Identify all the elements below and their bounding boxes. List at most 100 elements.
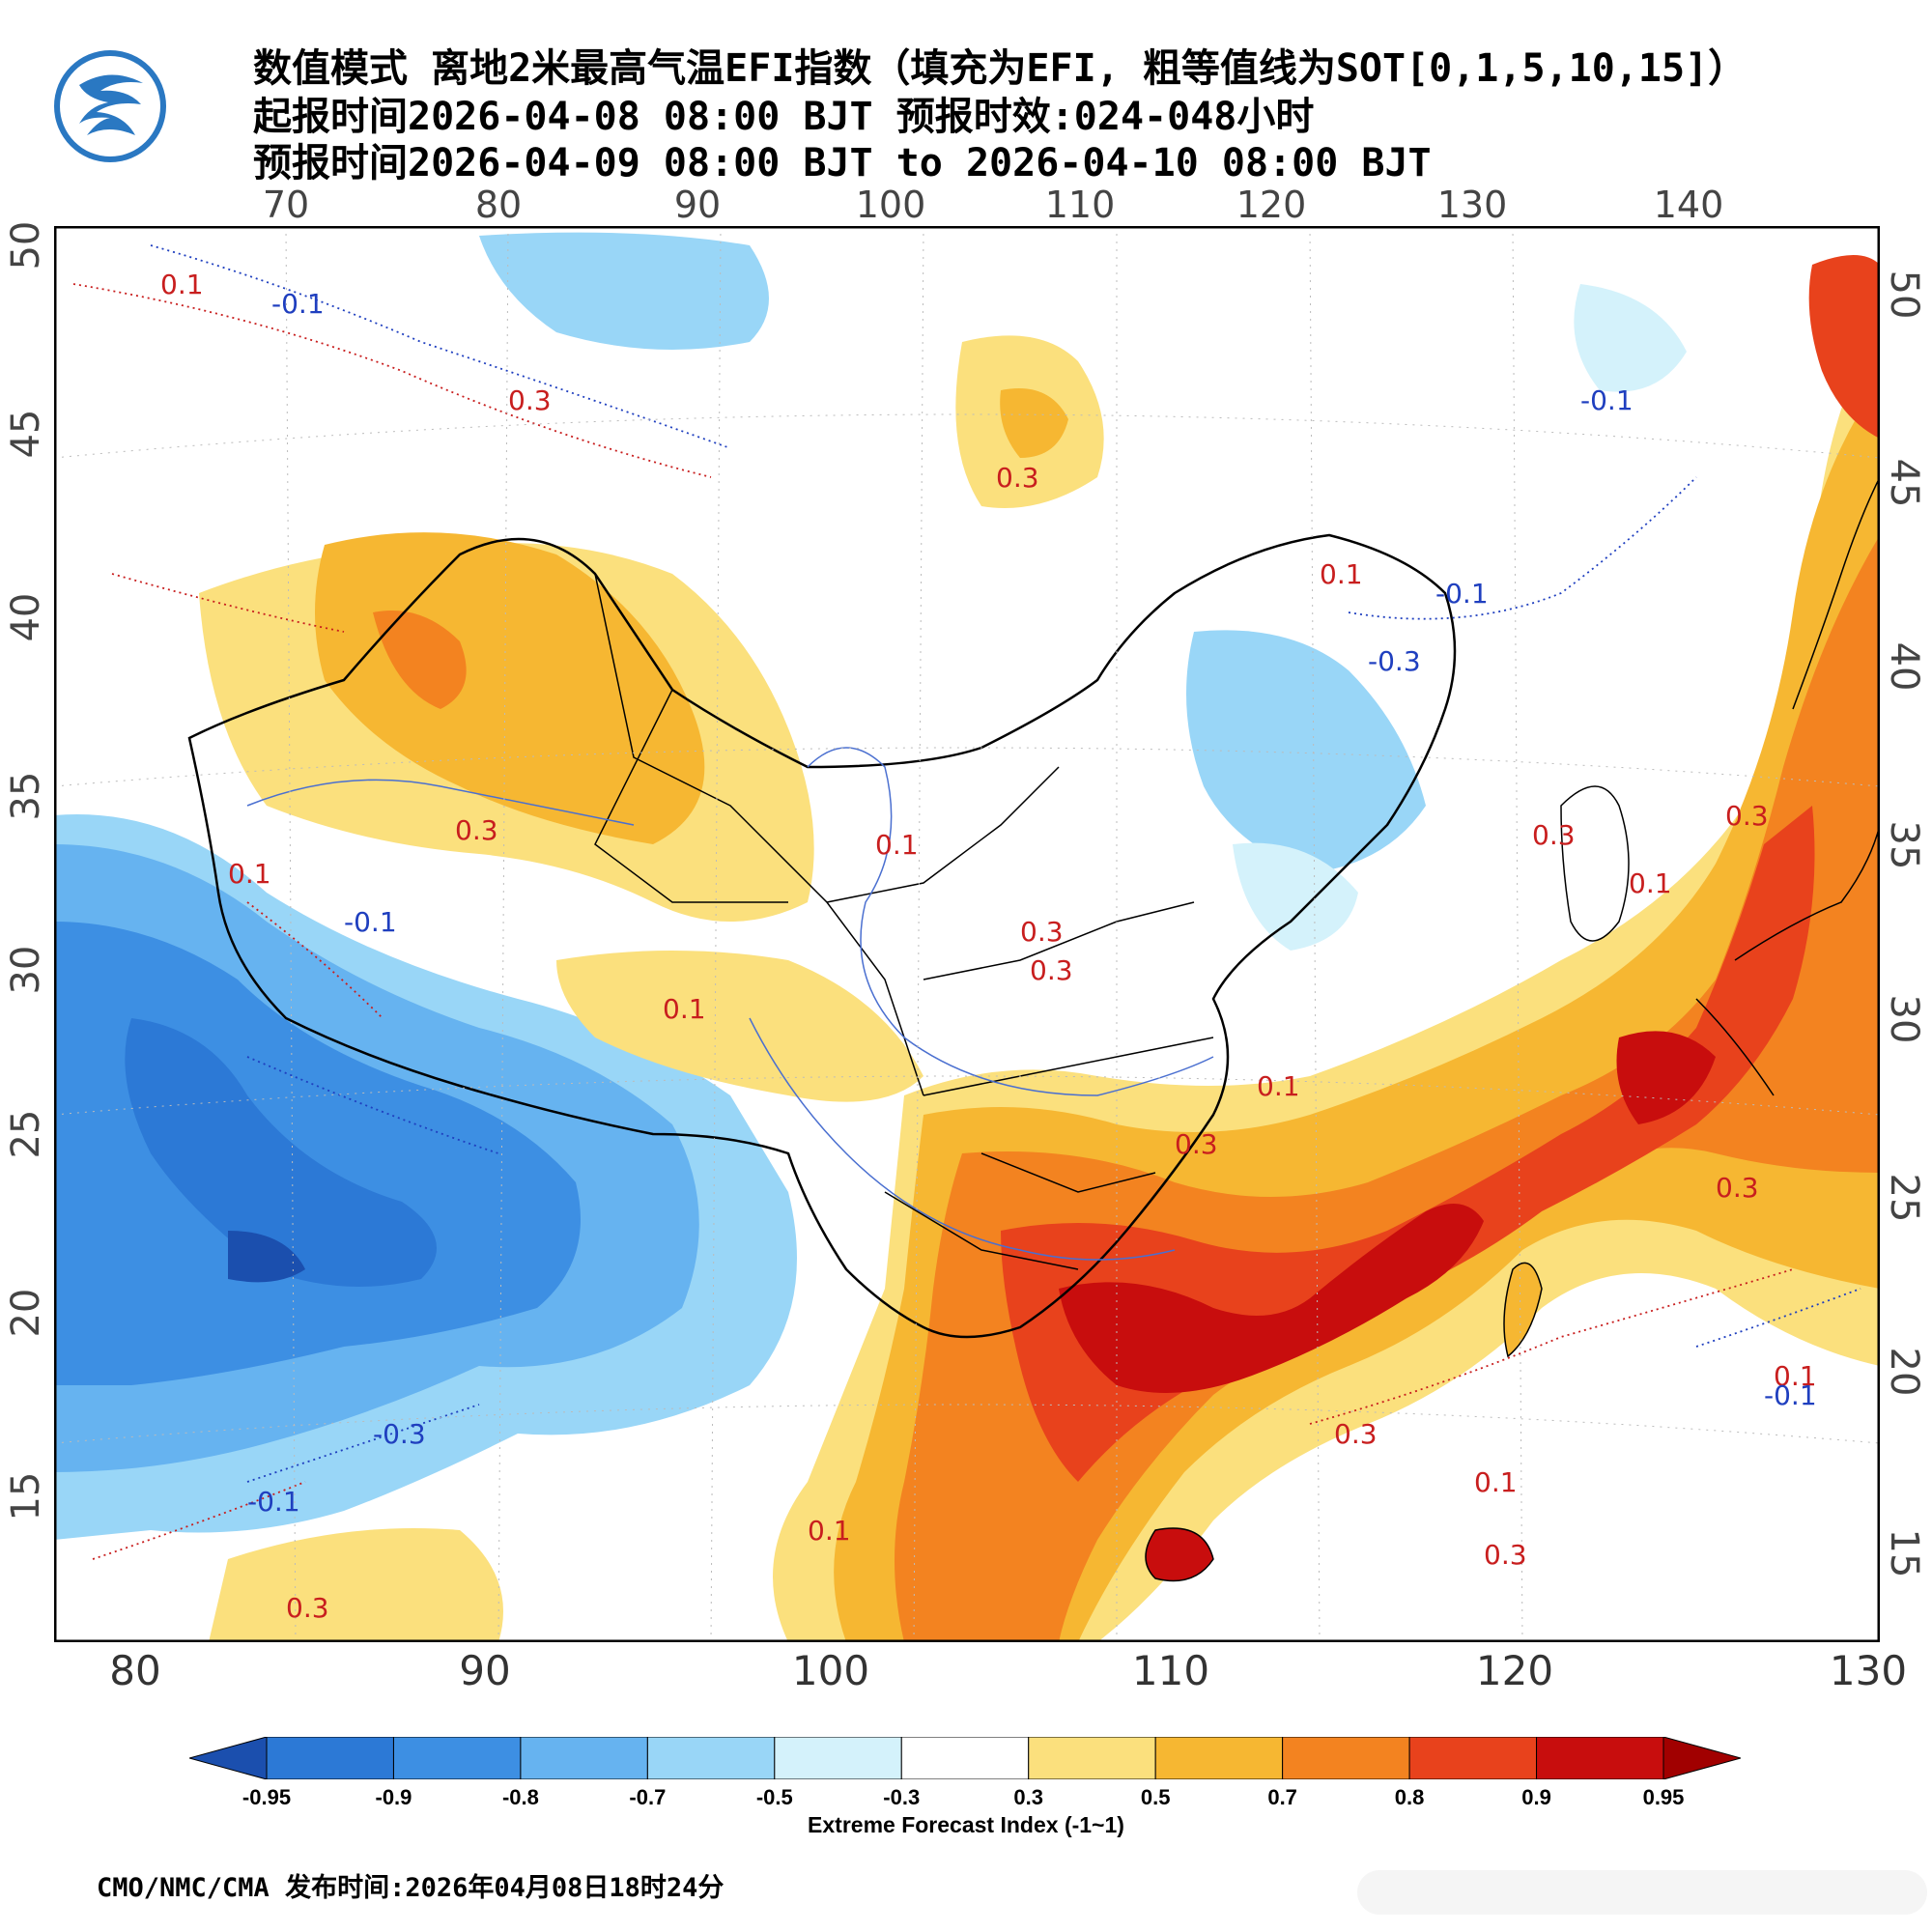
colorbar-bin — [646, 1737, 776, 1779]
bottom-lon-label: 100 — [791, 1647, 870, 1694]
efi-region-positive — [556, 951, 923, 1102]
colorbar-bin — [1028, 1737, 1156, 1779]
efi-map: 0.1 0.3 0.3 0.3 0.3 0.1 0.1 0.1 0.3 0.1 … — [54, 226, 1880, 1642]
efi-region-positive — [1059, 1204, 1484, 1393]
rivers — [246, 747, 1214, 1261]
contour-label: 0.3 — [1725, 800, 1769, 832]
contour-label: 0.1 — [1774, 1360, 1817, 1392]
efi-region-positive — [209, 1528, 503, 1642]
init-time: 起报时间2026-04-08 08:00 BJT 预报时效:024-048小时 — [253, 95, 1315, 139]
colorbar-bin — [520, 1737, 648, 1779]
issue-info: CMO/NMC/CMA 发布时间:2026年04月08日18时24分 — [97, 1873, 724, 1903]
top-lon-label: 120 — [1236, 184, 1307, 226]
contour-labels-positive: 0.1 0.3 0.3 0.3 0.3 0.1 0.1 0.1 0.3 0.1 … — [160, 269, 1817, 1624]
colorbar-arrow-high — [1662, 1737, 1741, 1779]
colorbar-tick-label: 0.8 — [1394, 1785, 1425, 1809]
top-lon-label: 70 — [262, 184, 310, 226]
contour-label: 0.3 — [1334, 1418, 1378, 1450]
contour-label: -0.1 — [1580, 384, 1634, 416]
efi-region-positive — [373, 611, 467, 709]
map-title: 数值模式 离地2米最高气温EFI指数（填充为EFI, 粗等值线为SOT[0,1,… — [253, 46, 1747, 91]
valid-time: 预报时间2026-04-09 08:00 BJT to 2026-04-10 0… — [253, 141, 1432, 185]
contour-label: 0.3 — [1030, 954, 1073, 986]
contour-label: -0.1 — [1764, 1379, 1817, 1411]
sot-contour-positive — [72, 283, 1794, 1560]
contour-label: -0.1 — [247, 1486, 300, 1518]
contour-label: 0.3 — [508, 384, 552, 416]
korea-outline — [1560, 785, 1630, 942]
colorbar-bin — [266, 1737, 394, 1779]
right-lat-label: 30 — [1882, 994, 1926, 1044]
efi-region-negative — [1233, 842, 1358, 951]
efi-region-positive — [1616, 1031, 1716, 1124]
colorbar-tick-label: 0.7 — [1267, 1785, 1297, 1809]
contour-label: 0.3 — [1484, 1539, 1527, 1571]
contour-label: -0.3 — [373, 1418, 426, 1450]
contour-label: 0.1 — [1320, 558, 1363, 590]
colorbar-tick-label: -0.7 — [629, 1785, 667, 1809]
contour-labels-negative: -0.1 -0.1 -0.1 -0.3 -0.1 -0.1 -0.1 -0.3 — [247, 288, 1817, 1518]
japan-outline — [1695, 476, 1880, 1096]
left-lat-label: 30 — [4, 945, 48, 995]
hainan-outline — [1145, 1527, 1214, 1582]
top-lon-label: 100 — [855, 184, 926, 226]
efi-region-negative — [479, 232, 769, 350]
efi-region-positive — [315, 532, 705, 844]
china-border — [187, 533, 1457, 1339]
contour-label: 0.1 — [808, 1515, 851, 1547]
contour-label: 0.3 — [455, 814, 498, 846]
contour-label: -0.1 — [271, 288, 325, 320]
cma-logo-icon — [54, 50, 166, 162]
colorbar-bin — [392, 1737, 522, 1779]
top-lon-label: 90 — [673, 184, 722, 226]
efi-region-positive — [1808, 255, 1880, 439]
right-lat-label: 50 — [1882, 270, 1926, 320]
colorbar-label: Extreme Forecast Index (-1~1) — [808, 1812, 1124, 1837]
top-lon-label: 80 — [474, 184, 523, 226]
left-lat-label: 25 — [4, 1109, 48, 1159]
weibo-watermark-icon — [1357, 1870, 1927, 1915]
contour-label: 0.3 — [1716, 1172, 1759, 1204]
efi-region-negative — [228, 1231, 305, 1283]
efi-region-negative — [1574, 284, 1687, 392]
colorbar-tick-label: -0.3 — [883, 1785, 921, 1809]
province-boundaries — [594, 573, 1214, 1270]
contour-label: 0.1 — [1629, 867, 1672, 899]
colorbar-tick-label: 0.5 — [1140, 1785, 1171, 1809]
colorbar-bin — [1408, 1737, 1538, 1779]
colorbar-tick-label: -0.8 — [501, 1785, 539, 1809]
contour-label: 0.3 — [1175, 1128, 1218, 1160]
bottom-lon-label: 110 — [1131, 1647, 1210, 1694]
right-lat-label: 15 — [1882, 1528, 1926, 1578]
colorbar-tick-label: -0.9 — [375, 1785, 412, 1809]
contour-label: 0.1 — [875, 829, 919, 861]
colorbar-tick-label: 0.95 — [1642, 1785, 1685, 1809]
bottom-lon-label: 120 — [1475, 1647, 1554, 1694]
colorbar-tick-label: 0.9 — [1521, 1785, 1551, 1809]
taiwan-outline — [1503, 1262, 1543, 1358]
colorbar-tick-label: -0.95 — [242, 1785, 292, 1809]
efi-region-negative — [125, 1018, 438, 1287]
contour-label: -0.1 — [1435, 578, 1489, 610]
colorbar-bin — [1536, 1737, 1664, 1779]
contour-label: 0.3 — [996, 462, 1039, 494]
left-lat-label: 35 — [4, 771, 48, 821]
contour-label: 0.3 — [286, 1592, 329, 1624]
left-lat-label: 50 — [4, 220, 48, 270]
efi-colorbar — [189, 1737, 1741, 1779]
left-lat-label: 45 — [4, 409, 48, 459]
contour-label: 0.1 — [663, 993, 706, 1025]
bottom-lon-label: 130 — [1829, 1647, 1908, 1694]
right-lat-label: 35 — [1882, 820, 1926, 870]
efi-region-positive — [1000, 388, 1068, 458]
top-lon-label: 110 — [1044, 184, 1116, 226]
colorbar-tick-label: -0.5 — [755, 1785, 793, 1809]
bottom-lon-label: 80 — [109, 1647, 161, 1694]
contour-label: 0.3 — [1020, 916, 1064, 948]
sot-contour-negative — [150, 244, 1861, 1483]
map-border — [54, 226, 1880, 1642]
efi-region-negative — [1186, 630, 1426, 873]
contour-label: 0.1 — [1257, 1070, 1300, 1102]
left-lat-label: 40 — [4, 592, 48, 642]
left-lat-label: 20 — [4, 1288, 48, 1338]
